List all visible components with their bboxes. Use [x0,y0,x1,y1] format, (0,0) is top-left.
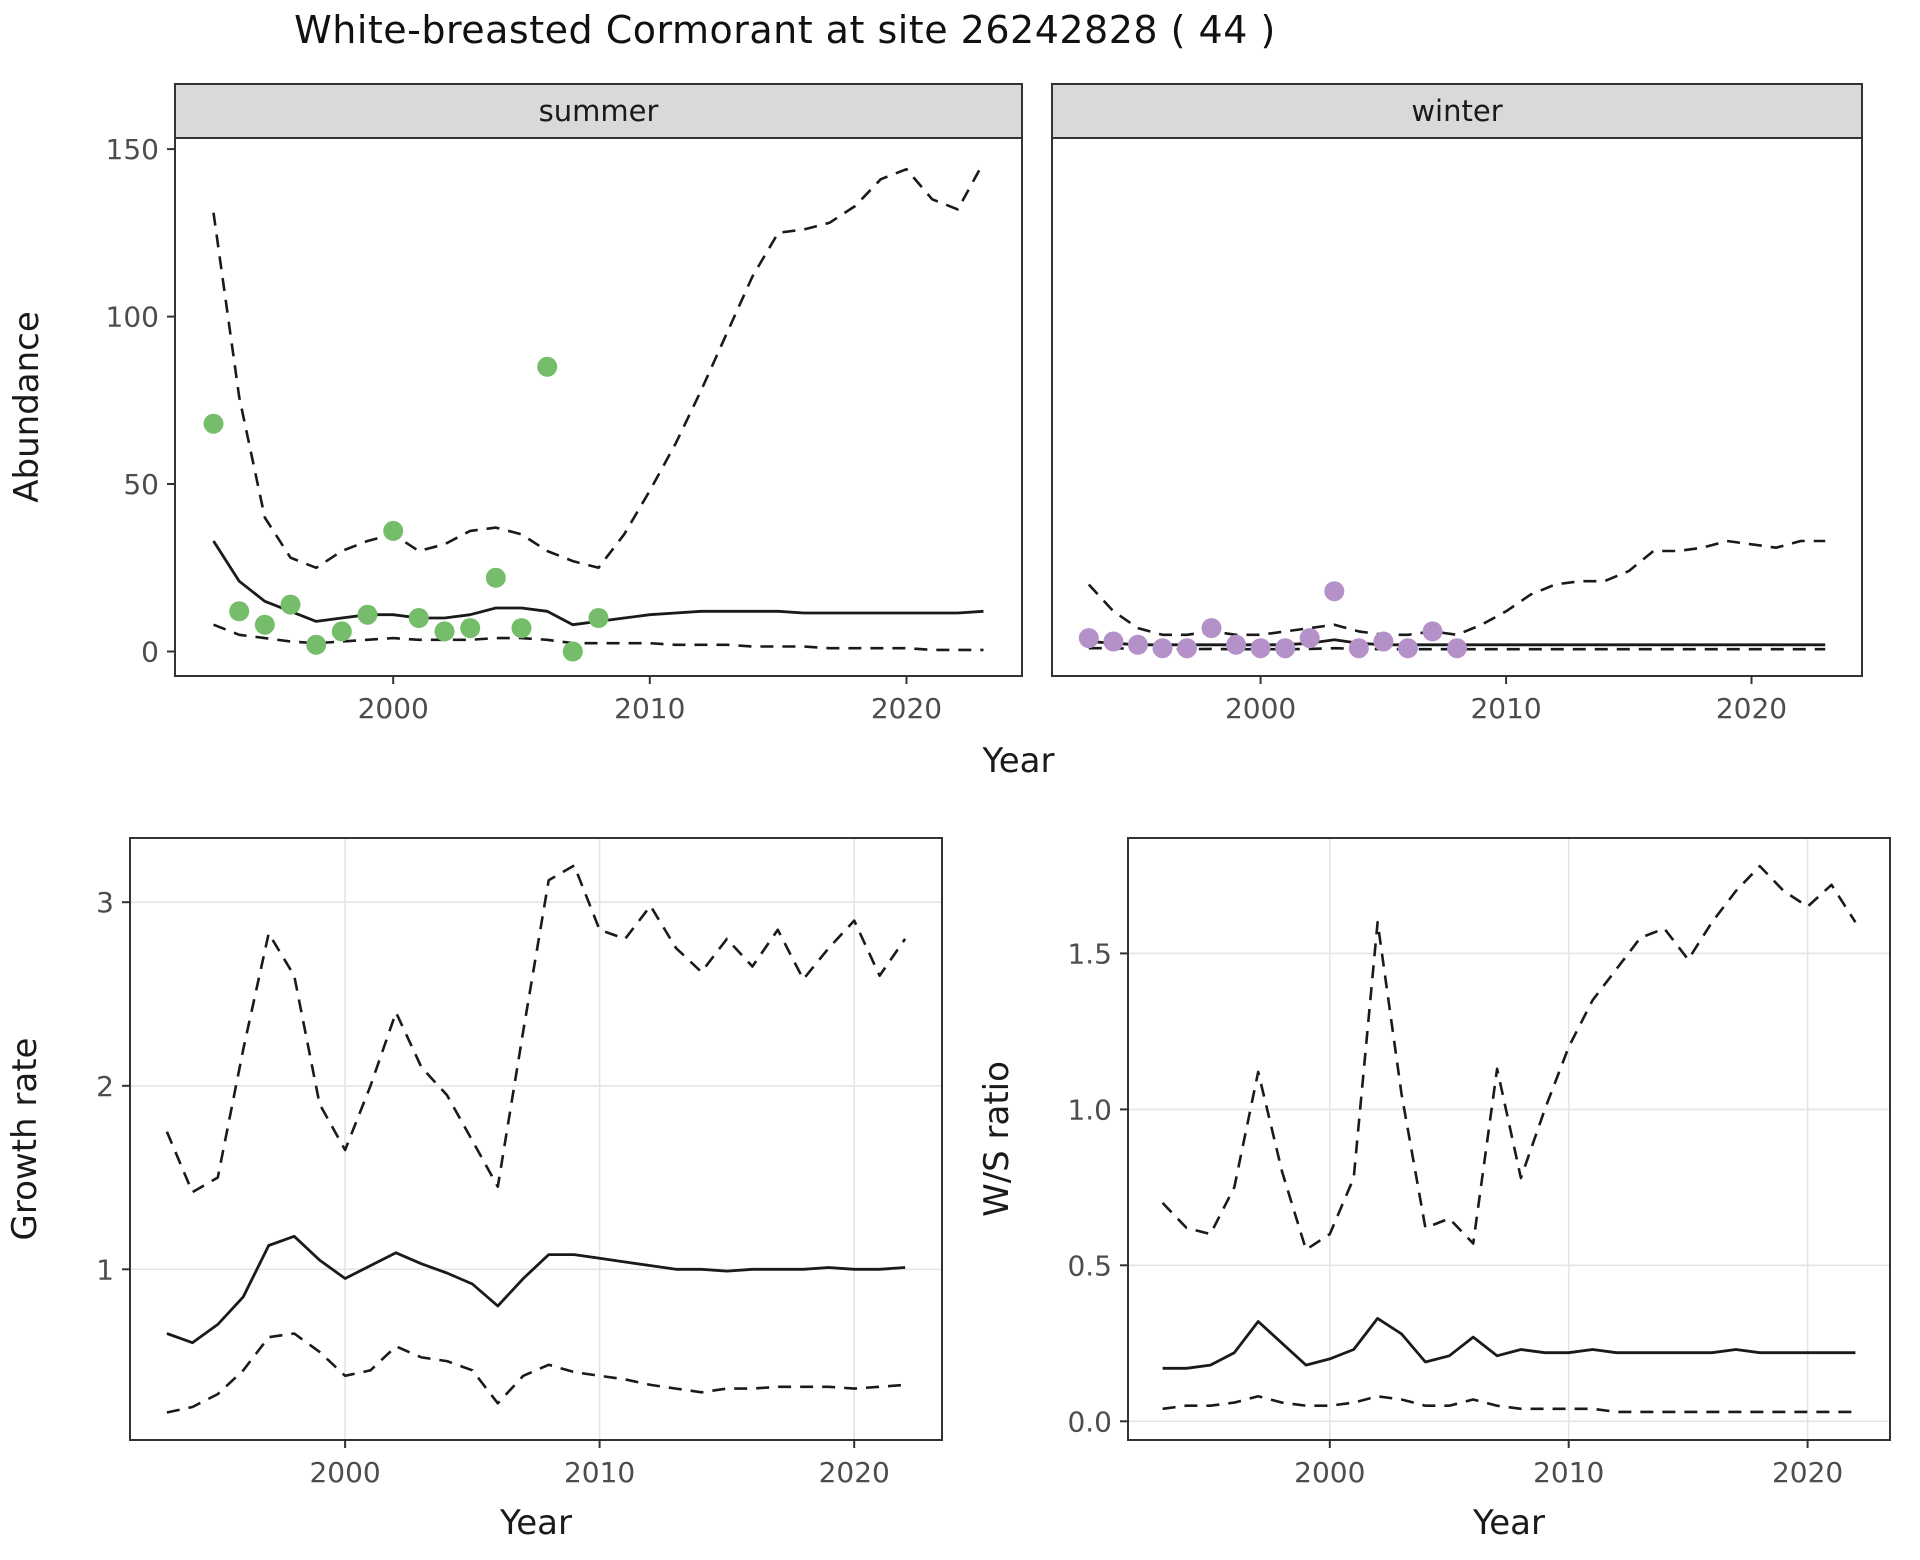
observation-point [511,618,532,639]
y-axis-title: W/S ratio [977,1061,1017,1217]
y-axis-title: Growth rate [5,1038,45,1241]
facet-strip [174,83,1023,139]
observation-point [434,621,455,642]
observation-point [306,634,327,655]
observation-point [1447,638,1467,659]
observation-point [408,608,429,628]
x-tick-label: 2010 [564,1456,635,1489]
observation-point [1177,638,1197,659]
observation-point [1226,634,1247,655]
observation-point [1275,638,1296,659]
x-tick-label: 2020 [871,692,942,725]
x-tick-label: 2020 [1772,1456,1843,1489]
y-tick-label: 1.5 [1067,937,1112,970]
observation-point [1324,581,1345,602]
observation-point [203,413,224,434]
observation-point [1201,618,1222,639]
observation-point [588,608,609,628]
y-tick-label: 3 [96,886,114,919]
observation-point [485,567,506,588]
observation-point [1299,628,1320,649]
observation-point [537,356,558,377]
observation-point [1397,638,1418,659]
observation-point [229,601,250,622]
x-tick-label: 2020 [819,1456,890,1489]
upper-ci-line [165,864,907,1194]
lower-ci-line [166,1332,906,1414]
lower-ci-line [1088,646,1826,651]
fit-line [166,1234,906,1345]
observation-point [460,618,481,639]
x-tick-label: 2010 [614,692,685,725]
y-tick-label: 0.5 [1067,1249,1112,1282]
y-tick-label: 2 [96,1070,114,1103]
observation-point [1373,631,1394,652]
y-tick-label: 0 [141,636,159,669]
observation-point [254,614,275,635]
observation-point [1078,628,1099,649]
observation-point [1103,631,1124,652]
observation-point [357,604,378,625]
upper-ci-line [1161,864,1857,1251]
panel-background [175,138,1022,676]
x-axis-title: Year [1472,1503,1545,1543]
observation-point [1250,638,1271,659]
y-tick-label: 1.0 [1067,1093,1112,1126]
upper-ci-line [212,161,985,570]
observation-point [1348,638,1369,659]
observation-point [280,594,301,615]
y-tick-label: 150 [106,133,159,166]
y-tick-label: 50 [123,468,159,501]
figure-title: White-breasted Cormorant at site 2624282… [294,8,1276,52]
facet-strip-label: summer [539,94,659,128]
panel-background [1052,138,1862,676]
panel-border [129,837,943,1441]
lower-ci-line [1162,1395,1856,1414]
observation-point [562,641,583,662]
panel-border [1127,837,1891,1441]
x-tick-label: 2010 [1470,692,1541,725]
observation-point [1422,621,1443,642]
x-tick-label: 2010 [1533,1456,1604,1489]
observation-point [383,520,404,541]
growth-rate-chart: 2000 2010 2020 1 2 3 Year Growth rate [5,837,943,1543]
observation-point [1152,638,1173,659]
observation-point [331,621,352,642]
x-tick-label: 2020 [1716,692,1787,725]
x-axis-title: Year [982,741,1055,781]
x-tick-label: 2000 [1294,1456,1365,1489]
y-axis-title: Abundance [7,311,47,503]
y-tick-label: 0.0 [1067,1405,1112,1438]
ws-ratio-chart: 2000 2010 2020 0.0 0.5 1.0 1.5 Year W/S ratio [977,837,1891,1543]
y-tick-label: 100 [106,301,159,334]
x-tick-label: 2000 [309,1456,380,1489]
y-tick-label: 1 [96,1253,114,1286]
x-tick-label: 2000 [1225,692,1296,725]
facet-strip-label: winter [1411,94,1502,128]
panel-background [130,838,942,1440]
abundance-facet-chart: 2000 2010 2020 summer 2000 2010 2020 winter 0 50 1… [7,83,1863,781]
x-axis-title: Year [499,1503,572,1543]
observation-point [1127,634,1148,655]
panel-background [1128,838,1890,1440]
facet-strip [1051,83,1863,139]
fit-line [1162,1317,1856,1370]
x-tick-label: 2000 [358,692,429,725]
lower-ci-line [213,623,984,652]
